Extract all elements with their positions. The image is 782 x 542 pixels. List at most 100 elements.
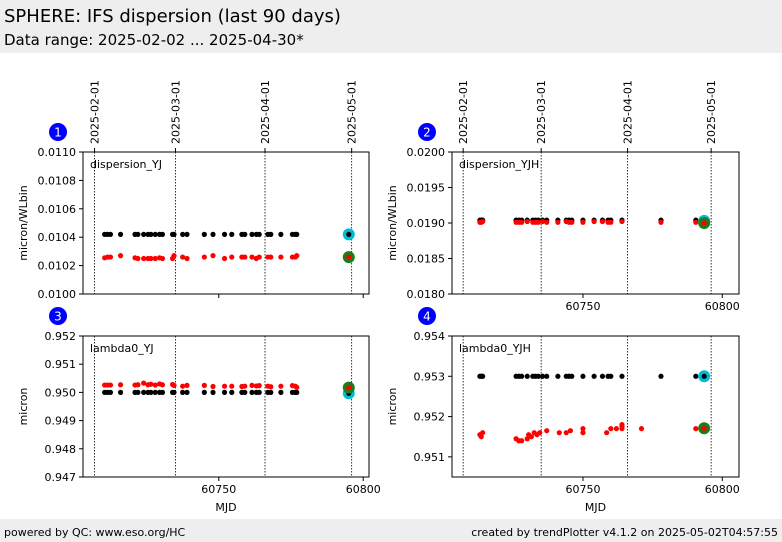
y-tick-label: 0.0102 (38, 260, 77, 273)
latest-point (346, 231, 352, 237)
top-date-label: 2025-03-01 (169, 80, 182, 144)
y-tick-label: 0.0195 (407, 182, 446, 195)
data-point (693, 219, 699, 225)
data-point (117, 389, 124, 395)
chart-panel-2: 0.0180 0.0185 0.0190 0.0195 0.0200 60750 60800… (386, 80, 740, 313)
data-point (221, 383, 228, 389)
data-point (148, 389, 154, 395)
data-point (180, 254, 186, 260)
y-tick-label: 0.0100 (38, 288, 77, 301)
data-point (580, 426, 586, 432)
x-axis-label: MJD (215, 501, 236, 514)
data-point (180, 383, 186, 389)
data-point (608, 373, 614, 379)
data-point (638, 426, 645, 432)
panel-number-badge (418, 307, 436, 325)
plot-frame (82, 151, 370, 295)
data-point (249, 389, 255, 395)
panel-number-badge (418, 123, 436, 141)
data-point (599, 218, 606, 225)
panel-label: lambda0_YJ (90, 342, 154, 355)
y-tick-label: 0.0108 (38, 174, 77, 187)
data-point (658, 219, 664, 225)
y-tick-label: 0.952 (414, 411, 446, 424)
data-point (294, 253, 300, 259)
data-point (294, 389, 300, 395)
data-point (141, 255, 147, 262)
data-point (229, 383, 235, 389)
panel-label: dispersion_YJ (90, 158, 162, 171)
panel-number-badge (49, 307, 67, 325)
data-point (294, 384, 300, 390)
x-tick-label: 60750 (565, 300, 600, 313)
latest-point (701, 220, 707, 226)
data-point (135, 231, 141, 237)
data-point (256, 254, 262, 260)
data-point (608, 219, 614, 225)
data-point (556, 430, 562, 436)
page-subtitle: Data range: 2025-02-02 ... 2025-04-30* (4, 31, 304, 49)
data-point (184, 255, 190, 262)
data-point (117, 253, 124, 259)
data-point (608, 426, 614, 432)
data-point (519, 373, 525, 379)
latest-point (701, 373, 707, 379)
top-date-label: 2025-04-01 (259, 80, 272, 144)
y-axis-label: micron/WLbin (386, 185, 399, 261)
data-point (591, 218, 597, 225)
chart-panel-1: 0.0100 0.0102 0.0104 0.0106 0.0108 0.0110 micr… (17, 80, 370, 301)
data-point (278, 254, 284, 260)
footer-timestamp: created by trendPlotter v4.1.2 on 2025-0… (471, 526, 778, 539)
y-tick-label: 0.0190 (407, 217, 446, 230)
data-point (693, 426, 699, 432)
data-point (171, 389, 177, 395)
plot-frame (451, 335, 740, 478)
x-tick-label: 60750 (201, 483, 236, 496)
y-tick-label: 0.0110 (38, 146, 77, 159)
top-date-label: 2025-02-01 (457, 80, 470, 144)
data-point (159, 389, 166, 395)
data-point (539, 373, 546, 379)
data-point (184, 231, 190, 237)
data-point (555, 219, 561, 225)
data-point (256, 231, 262, 237)
data-point (107, 382, 114, 388)
data-point (117, 231, 124, 237)
panel-label: dispersion_YJH (459, 158, 539, 171)
x-tick-label: 60750 (565, 483, 600, 496)
y-axis-label: micron (17, 388, 30, 426)
y-axis-label: micron/WLbin (17, 185, 30, 261)
data-point (221, 231, 228, 237)
data-point (201, 231, 207, 237)
data-point (135, 255, 141, 262)
top-date-label: 2025-04-01 (622, 80, 635, 144)
data-point (591, 373, 597, 379)
data-point (148, 255, 154, 262)
data-point (563, 430, 569, 436)
data-point (229, 254, 235, 260)
y-tick-label: 0.954 (414, 330, 446, 343)
panel-number: 1 (54, 126, 62, 140)
data-point (268, 231, 274, 237)
data-point (148, 231, 154, 237)
data-point (524, 373, 530, 379)
y-tick-label: 0.0185 (407, 253, 446, 266)
footer-bar: powered by QC: www.eso.org/HC created by… (0, 519, 782, 542)
data-point (524, 218, 530, 225)
y-tick-label: 0.948 (45, 443, 77, 456)
x-tick-label: 60800 (705, 300, 740, 313)
data-point (152, 231, 158, 237)
data-point (159, 231, 166, 237)
data-point (184, 382, 190, 388)
data-point (519, 219, 525, 225)
data-point (141, 389, 147, 395)
y-tick-label: 0.951 (45, 358, 77, 371)
data-point (619, 218, 625, 225)
y-tick-label: 0.953 (414, 370, 446, 383)
data-point (555, 373, 561, 379)
y-tick-label: 0.0106 (38, 203, 77, 216)
y-tick-label: 0.950 (45, 386, 77, 399)
data-point (268, 389, 274, 395)
data-point (210, 389, 216, 395)
